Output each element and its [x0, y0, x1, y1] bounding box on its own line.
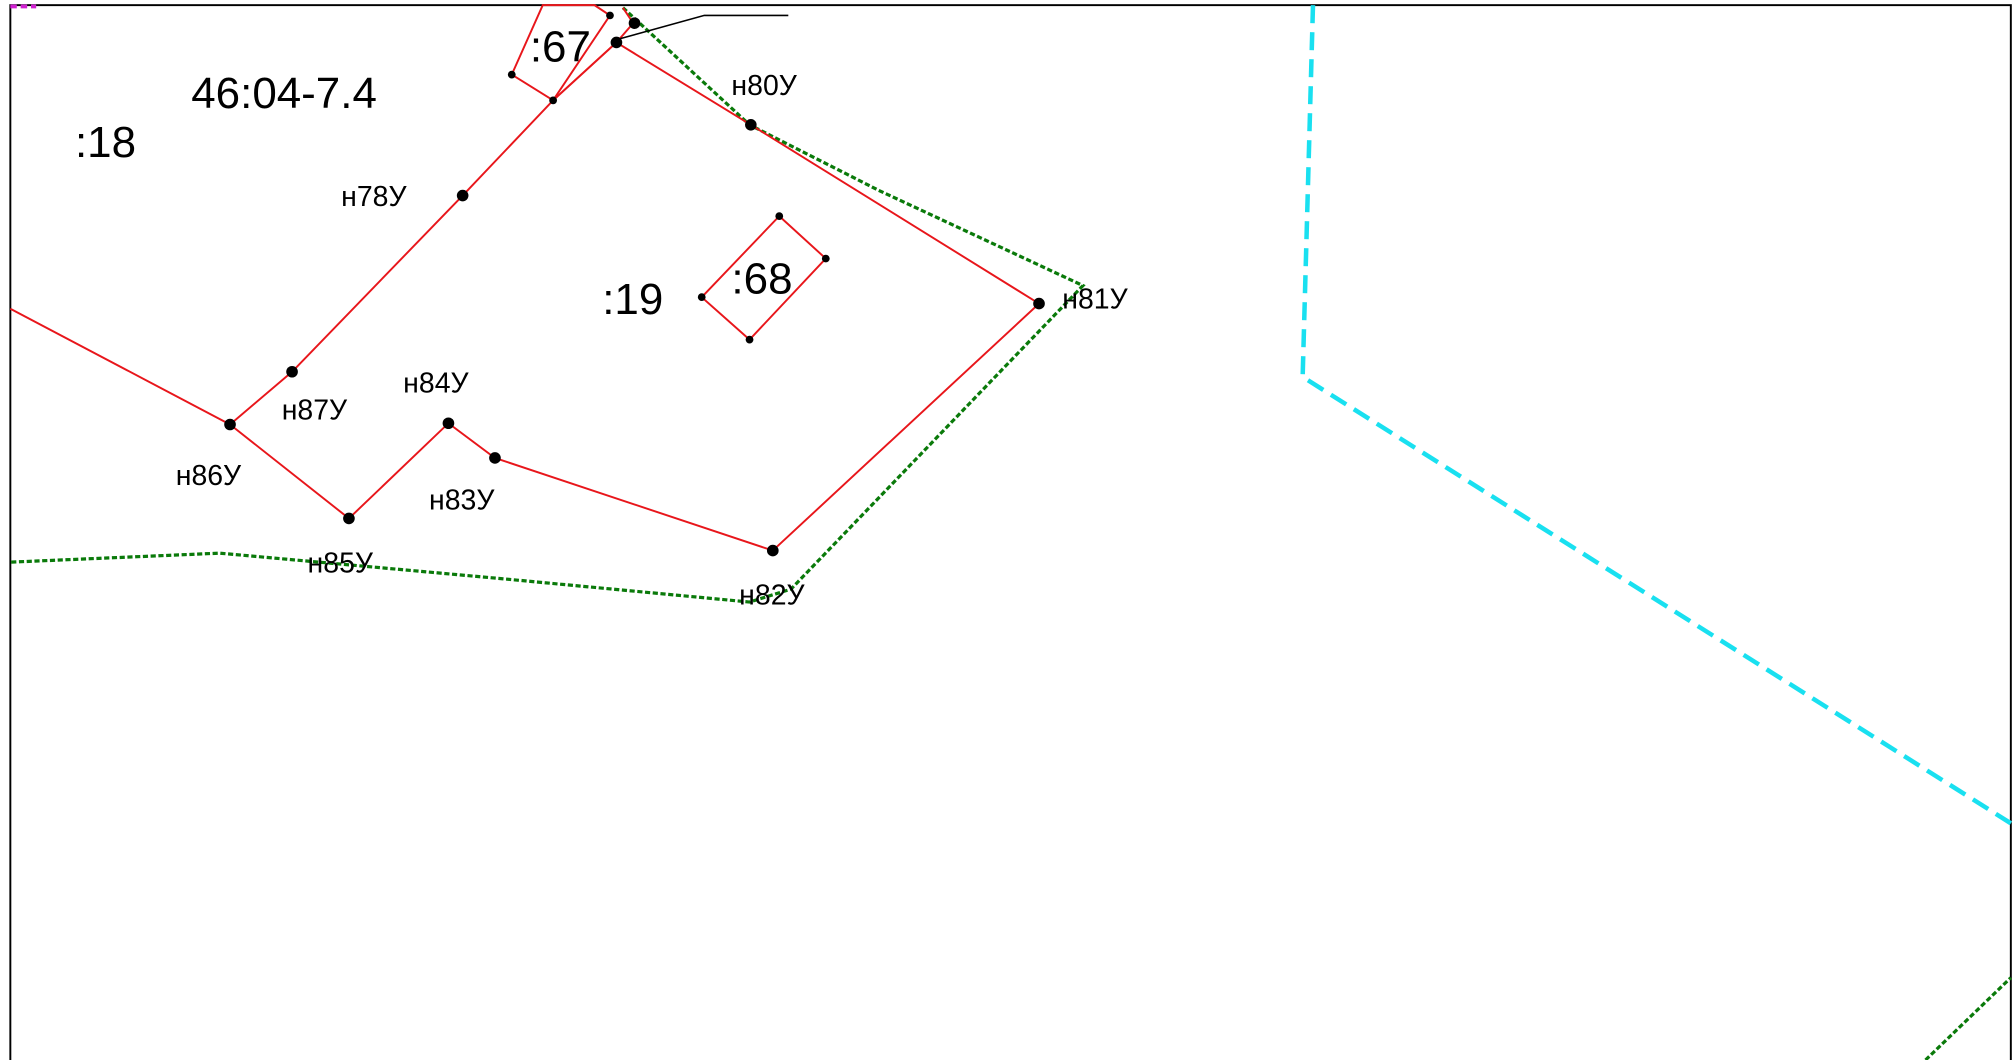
point-label: н80У	[731, 70, 797, 102]
parcel-label: :68	[731, 254, 792, 303]
point-label: н78У	[341, 181, 407, 213]
parcel-label: :67	[530, 23, 591, 72]
leader-line	[620, 14, 789, 40]
parcel-label: :18	[75, 118, 136, 167]
frame	[9, 4, 2012, 1060]
parcel-line	[552, 7, 635, 102]
zone-boundary	[1300, 5, 2013, 826]
point-label: н87У	[282, 394, 348, 426]
parcel-line	[9, 307, 231, 426]
point-label: н81У	[1062, 284, 1128, 316]
point-label: н86У	[176, 460, 242, 492]
parcel-label: :19	[602, 275, 663, 324]
parcel-19	[228, 41, 1041, 552]
point-label: н84У	[403, 367, 469, 399]
green-boundary	[1924, 976, 2012, 1060]
parcel-label: 46:04-7.4	[191, 69, 377, 118]
green-boundary	[10, 6, 1086, 604]
points	[224, 11, 1045, 557]
parcel-67	[510, 4, 612, 102]
point-label: н85У	[308, 548, 374, 580]
point-label: н82У	[739, 580, 805, 612]
point-label: н83У	[429, 484, 495, 516]
